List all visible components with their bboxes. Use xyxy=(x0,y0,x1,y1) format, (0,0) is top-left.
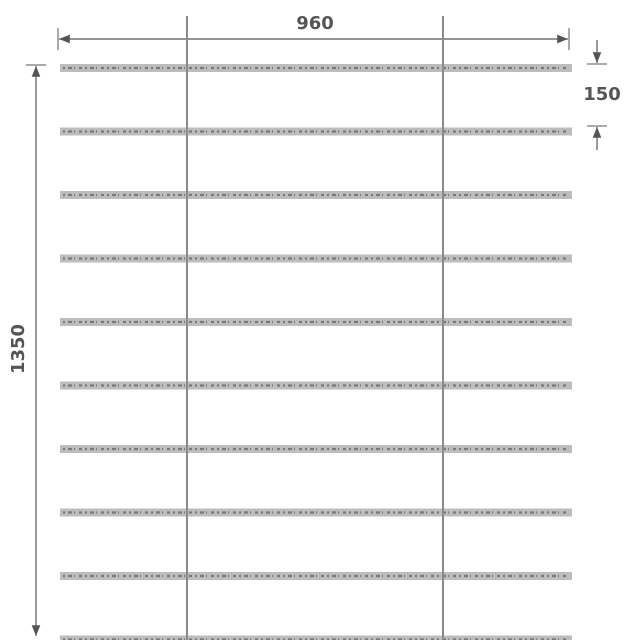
strip xyxy=(60,572,572,580)
strip xyxy=(60,381,572,390)
post xyxy=(442,16,444,640)
width-label: 960 xyxy=(296,13,334,34)
strip xyxy=(60,635,572,640)
height-dimension: 1350 xyxy=(8,64,46,636)
spacing-label: 150 xyxy=(583,84,621,105)
strip xyxy=(60,445,572,453)
strip xyxy=(60,64,572,72)
horizontal-strips xyxy=(60,64,572,640)
strip xyxy=(60,508,572,517)
strip xyxy=(60,254,572,263)
spacing-dimension: 150 xyxy=(583,40,621,150)
width-dimension: 960 xyxy=(57,13,570,50)
strip xyxy=(60,318,572,326)
strip-body xyxy=(60,635,572,640)
height-label: 1350 xyxy=(8,324,29,374)
strip xyxy=(60,127,572,136)
strip xyxy=(60,191,572,199)
post xyxy=(186,16,188,640)
vertical-posts xyxy=(186,16,444,640)
